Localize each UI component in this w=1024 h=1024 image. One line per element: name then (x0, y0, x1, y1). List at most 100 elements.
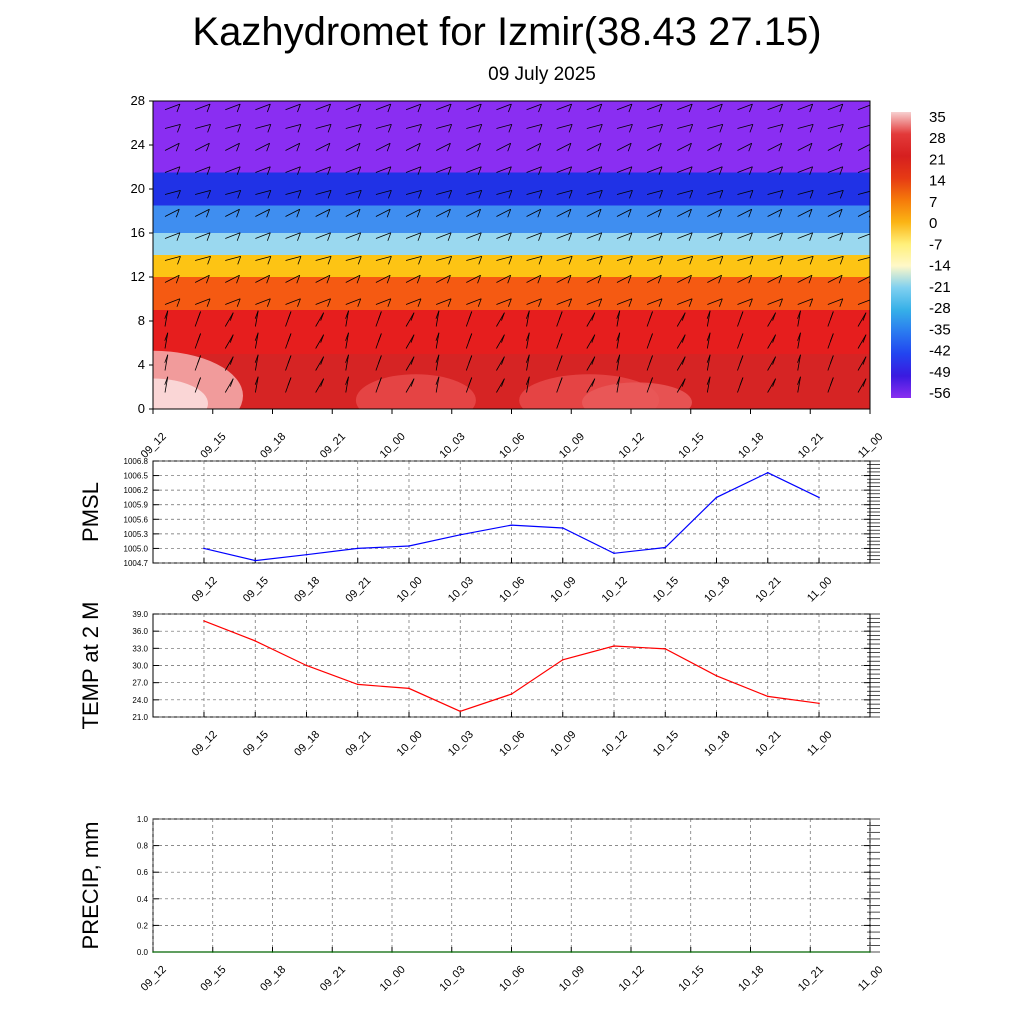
wind-barb-staff (646, 142, 662, 151)
wind-barb-staff (315, 232, 331, 239)
wind-barb-staff (526, 298, 542, 305)
wind-barb-staff (706, 310, 711, 327)
wind-barb-flag (808, 143, 813, 152)
wind-barb-flag (236, 103, 241, 113)
wind-barb-flag (862, 356, 867, 365)
temp-data-point (305, 664, 308, 667)
wind-barb-flag (197, 377, 201, 386)
x-tick-label: 10_06 (497, 575, 527, 605)
wind-barb-staff (676, 378, 686, 393)
wind-barb-staff (315, 123, 332, 129)
wind-barb-flag (628, 103, 633, 113)
wind-barb-staff (496, 274, 511, 283)
wind-barb-staff (375, 142, 391, 151)
x-tick-label: 09_21 (318, 964, 348, 994)
wind-barb-flag (297, 166, 301, 175)
x-tick-label: 10_09 (557, 964, 587, 994)
wind-barb-staff (737, 232, 753, 239)
wind-barb-flag (447, 166, 452, 175)
wind-barb-flag (501, 356, 505, 365)
wind-barb-staff (616, 103, 633, 111)
wind-barb-flag (327, 232, 331, 241)
wind-barb-flag (558, 355, 563, 364)
wind-barb-flag (778, 209, 783, 218)
wind-barb-flag (327, 190, 332, 199)
wind-barb-flag (748, 209, 753, 218)
wind-barb-staff (405, 312, 415, 327)
wind-barb-flag (772, 356, 776, 365)
wind-barb-flag (525, 310, 530, 319)
wind-barb-staff (496, 232, 512, 239)
wind-barb-staff (255, 255, 271, 261)
wind-barb-flag (870, 256, 873, 264)
wind-barb-flag (568, 298, 573, 307)
wind-barb-flag (468, 355, 473, 364)
temp-data-point (459, 710, 462, 713)
wind-barb-flag (229, 356, 234, 365)
wind-barb-flag (658, 166, 663, 175)
y-tick-label: 1006.5 (124, 472, 149, 481)
x-tick-label: 09_18 (292, 729, 322, 759)
wind-barb-staff (767, 123, 784, 129)
wind-barb-staff (496, 356, 505, 371)
wind-barb-staff (737, 208, 752, 217)
wind-barb-staff (345, 255, 362, 261)
wind-barb-staff (255, 208, 270, 217)
wind-barb-staff (436, 166, 452, 173)
wind-barb-flag (689, 256, 694, 265)
y-tick-label: 0.0 (137, 948, 149, 957)
x-tick-label: 10_18 (702, 729, 732, 759)
wind-barb-staff (857, 356, 867, 371)
x-tick-label: 10_18 (736, 431, 766, 461)
wind-barb-flag (197, 333, 201, 342)
wind-barb-flag (418, 256, 422, 265)
wind-barb-flag (749, 166, 753, 175)
wind-barb-flag (297, 124, 302, 133)
wind-barb-staff (857, 378, 867, 393)
wind-barb-flag (229, 378, 234, 387)
wind-barb-flag (297, 103, 301, 113)
wind-barb-flag (688, 143, 692, 152)
wind-barb-flag (706, 376, 711, 385)
x-tick-label: 11_00 (805, 729, 835, 759)
wind-barb-flag (266, 143, 271, 152)
wind-barb-staff (315, 334, 324, 349)
wind-barb-flag (718, 103, 723, 113)
wind-barb-staff (315, 312, 324, 327)
wind-barb-flag (718, 275, 722, 284)
wind-barb-flag (386, 209, 391, 218)
wind-barb-flag (237, 190, 242, 199)
wind-barb-staff (586, 166, 602, 173)
wind-barb-staff (707, 232, 723, 239)
x-tick-label: 11_00 (856, 964, 886, 994)
x-tick-label: 10_09 (548, 729, 578, 759)
wind-barb-flag (236, 209, 240, 218)
wind-barb-flag (237, 256, 242, 265)
wind-barb-flag (568, 232, 573, 241)
wind-barb-flag (689, 190, 694, 199)
wind-barb-staff (254, 332, 259, 349)
wind-barb-flag (809, 103, 814, 113)
wind-barb-flag (447, 298, 452, 307)
wind-barb-flag (778, 275, 783, 284)
wind-barb-flag (410, 356, 415, 365)
wind-barb-flag (689, 124, 694, 133)
wind-barb-staff (646, 255, 663, 261)
wind-barb-staff (677, 208, 692, 217)
wind-barb-flag (558, 333, 563, 342)
wind-barb-staff (556, 298, 572, 305)
wind-barb-staff (195, 189, 211, 195)
wind-barb-flag (164, 376, 169, 385)
wind-barb-flag (838, 143, 843, 152)
wind-barb-staff (616, 123, 633, 129)
wind-barb-staff (797, 189, 814, 195)
wind-barb-flag (508, 124, 513, 133)
wind-barb-flag (356, 209, 361, 218)
wind-barb-flag (176, 298, 181, 307)
wind-barb-staff (194, 232, 211, 239)
wind-barb-staff (797, 103, 813, 111)
y-tick-label: 36.0 (132, 627, 148, 636)
wind-barb-flag (197, 311, 201, 320)
wind-barb-flag (326, 275, 331, 284)
y-tick-label: 21.0 (132, 713, 148, 722)
